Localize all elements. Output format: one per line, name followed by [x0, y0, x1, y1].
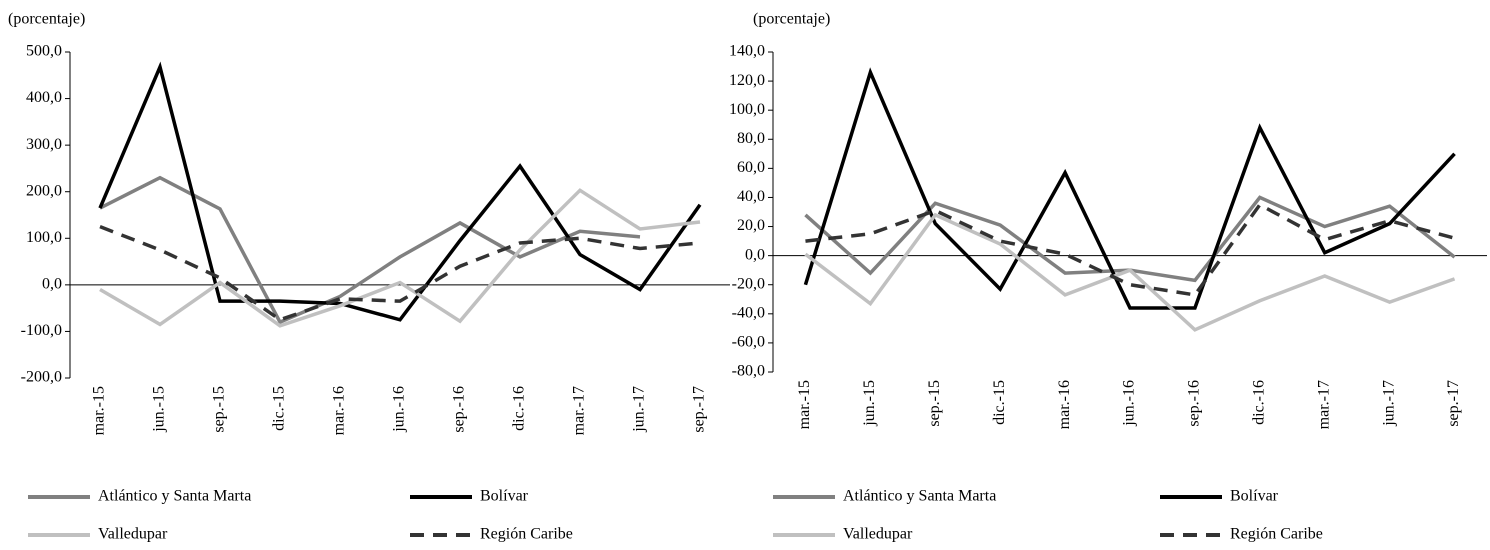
legend-label: Región Caribe	[1230, 526, 1323, 543]
y-tick-label: 60,0	[737, 159, 765, 176]
series-line	[805, 202, 1456, 297]
legend-label: Atlántico y Santa Marta	[843, 488, 996, 505]
x-tick-label: mar.-16	[1056, 380, 1073, 429]
y-tick-label: -200,0	[21, 369, 62, 386]
legend-label: Valledupar	[843, 526, 913, 543]
y-tick-label: 40,0	[737, 188, 765, 205]
y-tick-label: 0,0	[42, 276, 62, 293]
y-tick-label: 100,0	[729, 101, 765, 118]
series-line	[98, 61, 702, 322]
x-tick-label: dic.-15	[991, 380, 1008, 425]
y-tick-label: -60,0	[732, 334, 765, 351]
series-line	[99, 175, 641, 325]
y-tick-label: 200,0	[26, 182, 62, 199]
x-tick-label: jun.-15	[151, 386, 168, 433]
y-tick-label: -100,0	[21, 322, 62, 339]
series-line	[804, 212, 1456, 332]
y-tick-label: 80,0	[737, 130, 765, 147]
x-tick-label: sep.-16	[1186, 380, 1203, 427]
y-axis-title: (porcentaje)	[753, 11, 830, 28]
y-tick-label: -80,0	[732, 363, 765, 380]
y-tick-label: -20,0	[732, 275, 765, 292]
series-line	[99, 188, 701, 328]
y-tick-label: 500,0	[26, 43, 62, 60]
y-tick-label: -40,0	[732, 304, 765, 321]
legend-label: Valledupar	[98, 526, 168, 543]
x-tick-label: mar.-15	[91, 386, 108, 435]
x-tick-label: mar.-17	[571, 386, 588, 435]
x-tick-label: jun.-15	[861, 380, 878, 427]
y-tick-label: 0,0	[745, 246, 765, 263]
legend-label: Atlántico y Santa Marta	[98, 488, 251, 505]
x-tick-label: jun.-17	[631, 386, 648, 433]
y-tick-label: 100,0	[26, 229, 62, 246]
x-tick-label: jun.-16	[1121, 380, 1138, 427]
legend-label: Bolívar	[480, 488, 529, 505]
x-tick-label: mar.-16	[331, 386, 348, 435]
x-tick-label: sep.-16	[451, 386, 468, 433]
y-tick-label: 400,0	[26, 89, 62, 106]
x-tick-label: dic.-16	[1250, 380, 1267, 425]
x-tick-label: sep.-17	[691, 386, 708, 433]
y-axis-title: (porcentaje)	[8, 11, 85, 28]
x-tick-label: sep.-15	[211, 386, 228, 433]
y-tick-label: 300,0	[26, 136, 62, 153]
series-line	[99, 225, 701, 322]
legend-label: Bolívar	[1230, 488, 1279, 505]
x-tick-label: dic.-16	[511, 386, 528, 431]
x-tick-label: mar.-15	[796, 380, 813, 429]
x-tick-label: jun.-17	[1380, 380, 1397, 427]
y-tick-label: 140,0	[729, 43, 765, 60]
x-tick-label: sep.-15	[926, 380, 943, 427]
series-line	[803, 67, 1456, 310]
y-tick-label: 120,0	[729, 72, 765, 89]
x-tick-label: sep.-17	[1445, 380, 1462, 427]
legend-label: Región Caribe	[480, 526, 573, 543]
y-tick-label: 20,0	[737, 217, 765, 234]
x-tick-label: dic.-15	[271, 386, 288, 431]
x-tick-label: mar.-17	[1315, 380, 1332, 429]
x-tick-label: jun.-16	[391, 386, 408, 433]
